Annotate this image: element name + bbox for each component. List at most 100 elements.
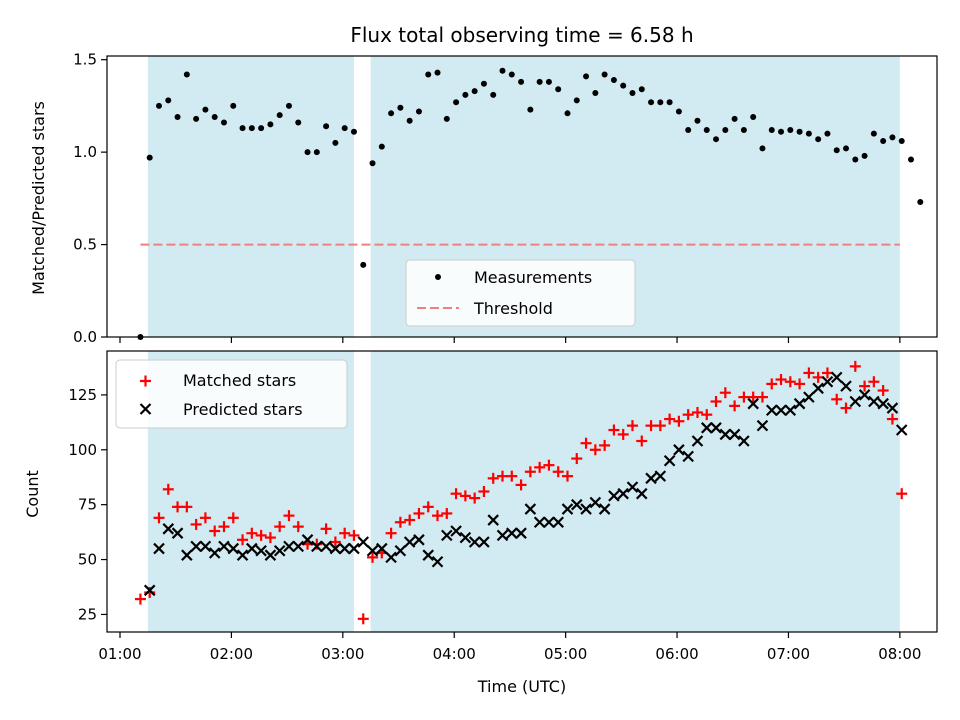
predicted-x-b <box>496 529 509 542</box>
predicted-star-point <box>478 536 490 548</box>
x-tick-label: 05:00 <box>544 645 587 663</box>
predicted-x-b <box>329 542 342 555</box>
legend-predicted-label: Predicted stars <box>183 400 303 419</box>
measurement-point <box>620 82 627 89</box>
matched-star-point <box>849 360 861 372</box>
predicted-x-b <box>710 422 722 434</box>
top-y-tick-label: 1.0 <box>73 143 97 161</box>
matched-star-point <box>868 376 880 388</box>
top-legend: Measurements Threshold <box>405 259 636 327</box>
x-tick-label: 07:00 <box>767 645 810 663</box>
measurement-point <box>880 138 887 145</box>
predicted-x-b <box>868 395 880 408</box>
predicted-star-point <box>171 527 184 539</box>
predicted-star-point <box>366 544 379 557</box>
predicted-x-b <box>663 454 676 467</box>
predicted-x-b <box>190 540 202 553</box>
measurement-point <box>490 91 497 98</box>
predicted-star-point <box>654 470 667 482</box>
predicted-x-b <box>858 389 871 401</box>
measurement-point <box>564 110 571 117</box>
predicted-star-point <box>441 529 453 542</box>
bottom-y-tick-label: 75 <box>78 496 97 514</box>
matched-star-point <box>534 461 546 473</box>
matched-star-point <box>896 488 908 500</box>
predicted-x-b <box>153 542 165 555</box>
matched-star-point <box>524 466 536 478</box>
measurement-point <box>527 106 534 113</box>
matched-star-point <box>821 367 833 379</box>
predicted-star-point <box>506 527 518 539</box>
predicted-star-point <box>858 389 871 401</box>
predicted-x-b <box>533 516 546 529</box>
matched-star-point <box>561 470 573 482</box>
matched-star-point <box>404 514 416 526</box>
measurement-point <box>843 145 850 152</box>
matched-star-point <box>617 428 629 440</box>
predicted-x-b <box>208 547 221 559</box>
predicted-star-point <box>283 540 295 553</box>
measurement-point <box>425 71 432 78</box>
predicted-x-b <box>765 404 778 417</box>
matched-star-point <box>469 492 481 504</box>
predicted-star-point <box>320 540 332 553</box>
predicted-x-b <box>487 514 499 526</box>
matched-star-point <box>190 518 202 530</box>
matched-star-point <box>441 507 453 519</box>
predicted-x-b <box>589 496 602 509</box>
predicted-x-b <box>543 516 555 529</box>
predicted-x-b <box>728 428 741 441</box>
measurement-point <box>815 136 822 143</box>
measurement-point <box>778 128 785 135</box>
predicted-x-b <box>459 531 472 544</box>
matched-star-point <box>274 521 286 533</box>
matched-star-point <box>775 374 787 386</box>
matched-star-point <box>497 470 509 482</box>
predicted-star-point <box>403 536 416 548</box>
matched-star-point <box>794 378 806 390</box>
measurement-point <box>917 199 924 206</box>
matched-star-point <box>199 512 211 524</box>
predicted-x-b <box>552 516 564 529</box>
predicted-star-point <box>738 435 750 447</box>
measurement-point <box>332 139 339 146</box>
predicted-x-b <box>162 523 175 535</box>
matched-star-point <box>877 385 889 397</box>
predicted-x-b <box>403 536 416 548</box>
matched-star-point <box>348 529 360 541</box>
predicted-star-point <box>570 498 583 511</box>
matched-star-point <box>636 435 648 447</box>
predicted-x-b <box>246 542 258 555</box>
predicted-star-point <box>552 516 564 529</box>
x-tick-label: 08:00 <box>878 645 921 663</box>
measurement-point <box>267 121 274 128</box>
predicted-star-point <box>691 435 704 447</box>
matched-star-point <box>292 521 304 533</box>
matched-star-point <box>320 523 332 535</box>
measurement-point <box>369 160 376 167</box>
predicted-x-b <box>506 527 518 539</box>
matched-star-point <box>543 459 555 471</box>
predicted-x-b <box>181 549 193 561</box>
predicted-x-b <box>756 419 769 432</box>
bottom-y-tick-label: 50 <box>78 551 97 569</box>
matched-star-point <box>432 510 444 522</box>
predicted-x-b <box>199 540 212 553</box>
measurement-point <box>155 102 162 109</box>
predicted-star-point <box>181 549 193 561</box>
predicted-x-b <box>283 540 295 553</box>
bottom-y-tick-label: 25 <box>78 605 97 623</box>
measurement-point <box>165 97 172 104</box>
predicted-x-b <box>738 435 750 447</box>
predicted-x-b <box>366 544 379 557</box>
predicted-x-b <box>821 375 834 388</box>
measurement-point <box>545 78 552 85</box>
bottom-y-tick-label: 100 <box>68 441 97 459</box>
top-y-tick-label: 0.5 <box>73 236 97 254</box>
predicted-star-point <box>227 542 240 555</box>
matched-star-point <box>367 551 379 563</box>
predicted-star-point <box>338 542 351 555</box>
predicted-star-point <box>208 547 221 559</box>
predicted-star-point <box>561 503 574 515</box>
